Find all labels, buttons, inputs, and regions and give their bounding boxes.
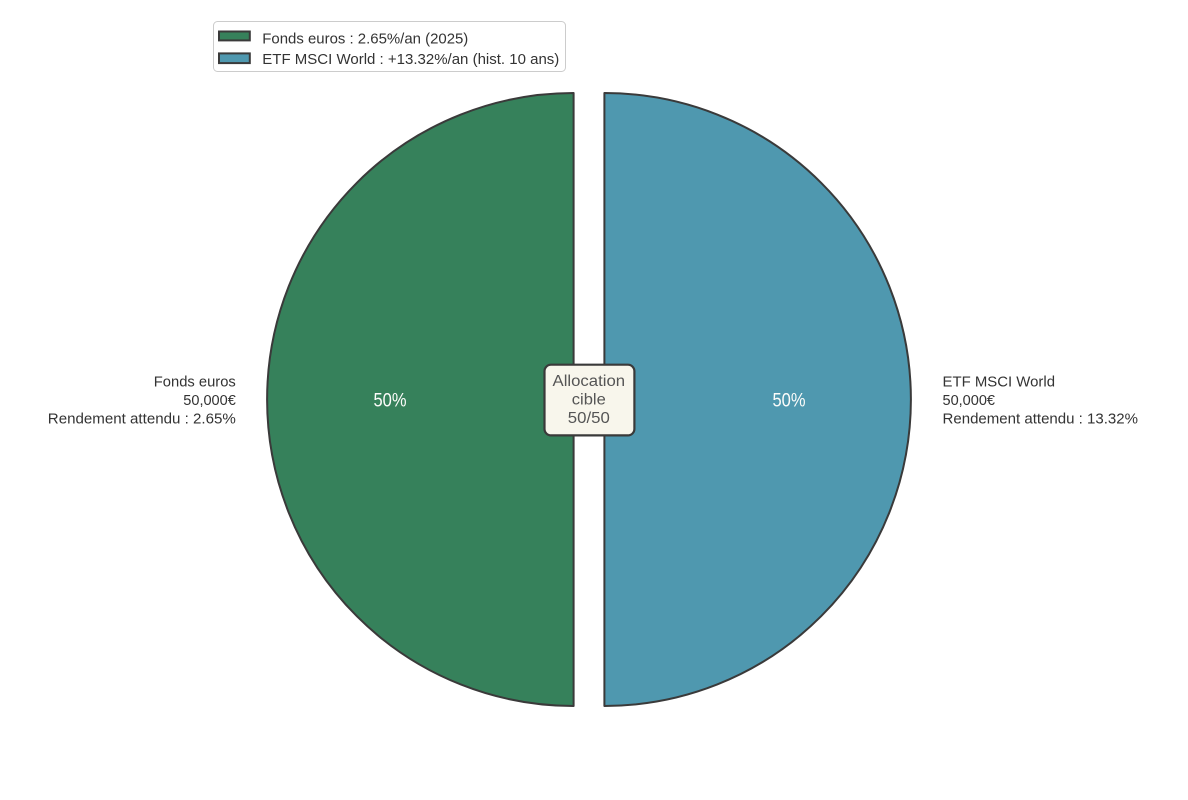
svg-text:50/50: 50/50 [568, 410, 610, 427]
svg-text:ETF MSCI World: ETF MSCI World [943, 373, 1056, 390]
svg-text:cible: cible [572, 392, 606, 409]
svg-text:Rendement attendu : 13.32%: Rendement attendu : 13.32% [943, 410, 1139, 427]
svg-text:50%: 50% [374, 389, 407, 411]
svg-text:50%: 50% [773, 389, 806, 411]
svg-text:Rendement attendu : 2.65%: Rendement attendu : 2.65% [48, 410, 236, 427]
svg-text:Fonds euros : 2.65%/an (2025): Fonds euros : 2.65%/an (2025) [262, 30, 468, 47]
svg-text:Allocation: Allocation [553, 373, 626, 390]
svg-text:ETF MSCI World : +13.32%/an (h: ETF MSCI World : +13.32%/an (hist. 10 an… [262, 51, 559, 68]
svg-text:50,000€: 50,000€ [183, 392, 236, 409]
svg-text:Fonds euros: Fonds euros [154, 373, 236, 390]
svg-text:50,000€: 50,000€ [943, 392, 996, 409]
